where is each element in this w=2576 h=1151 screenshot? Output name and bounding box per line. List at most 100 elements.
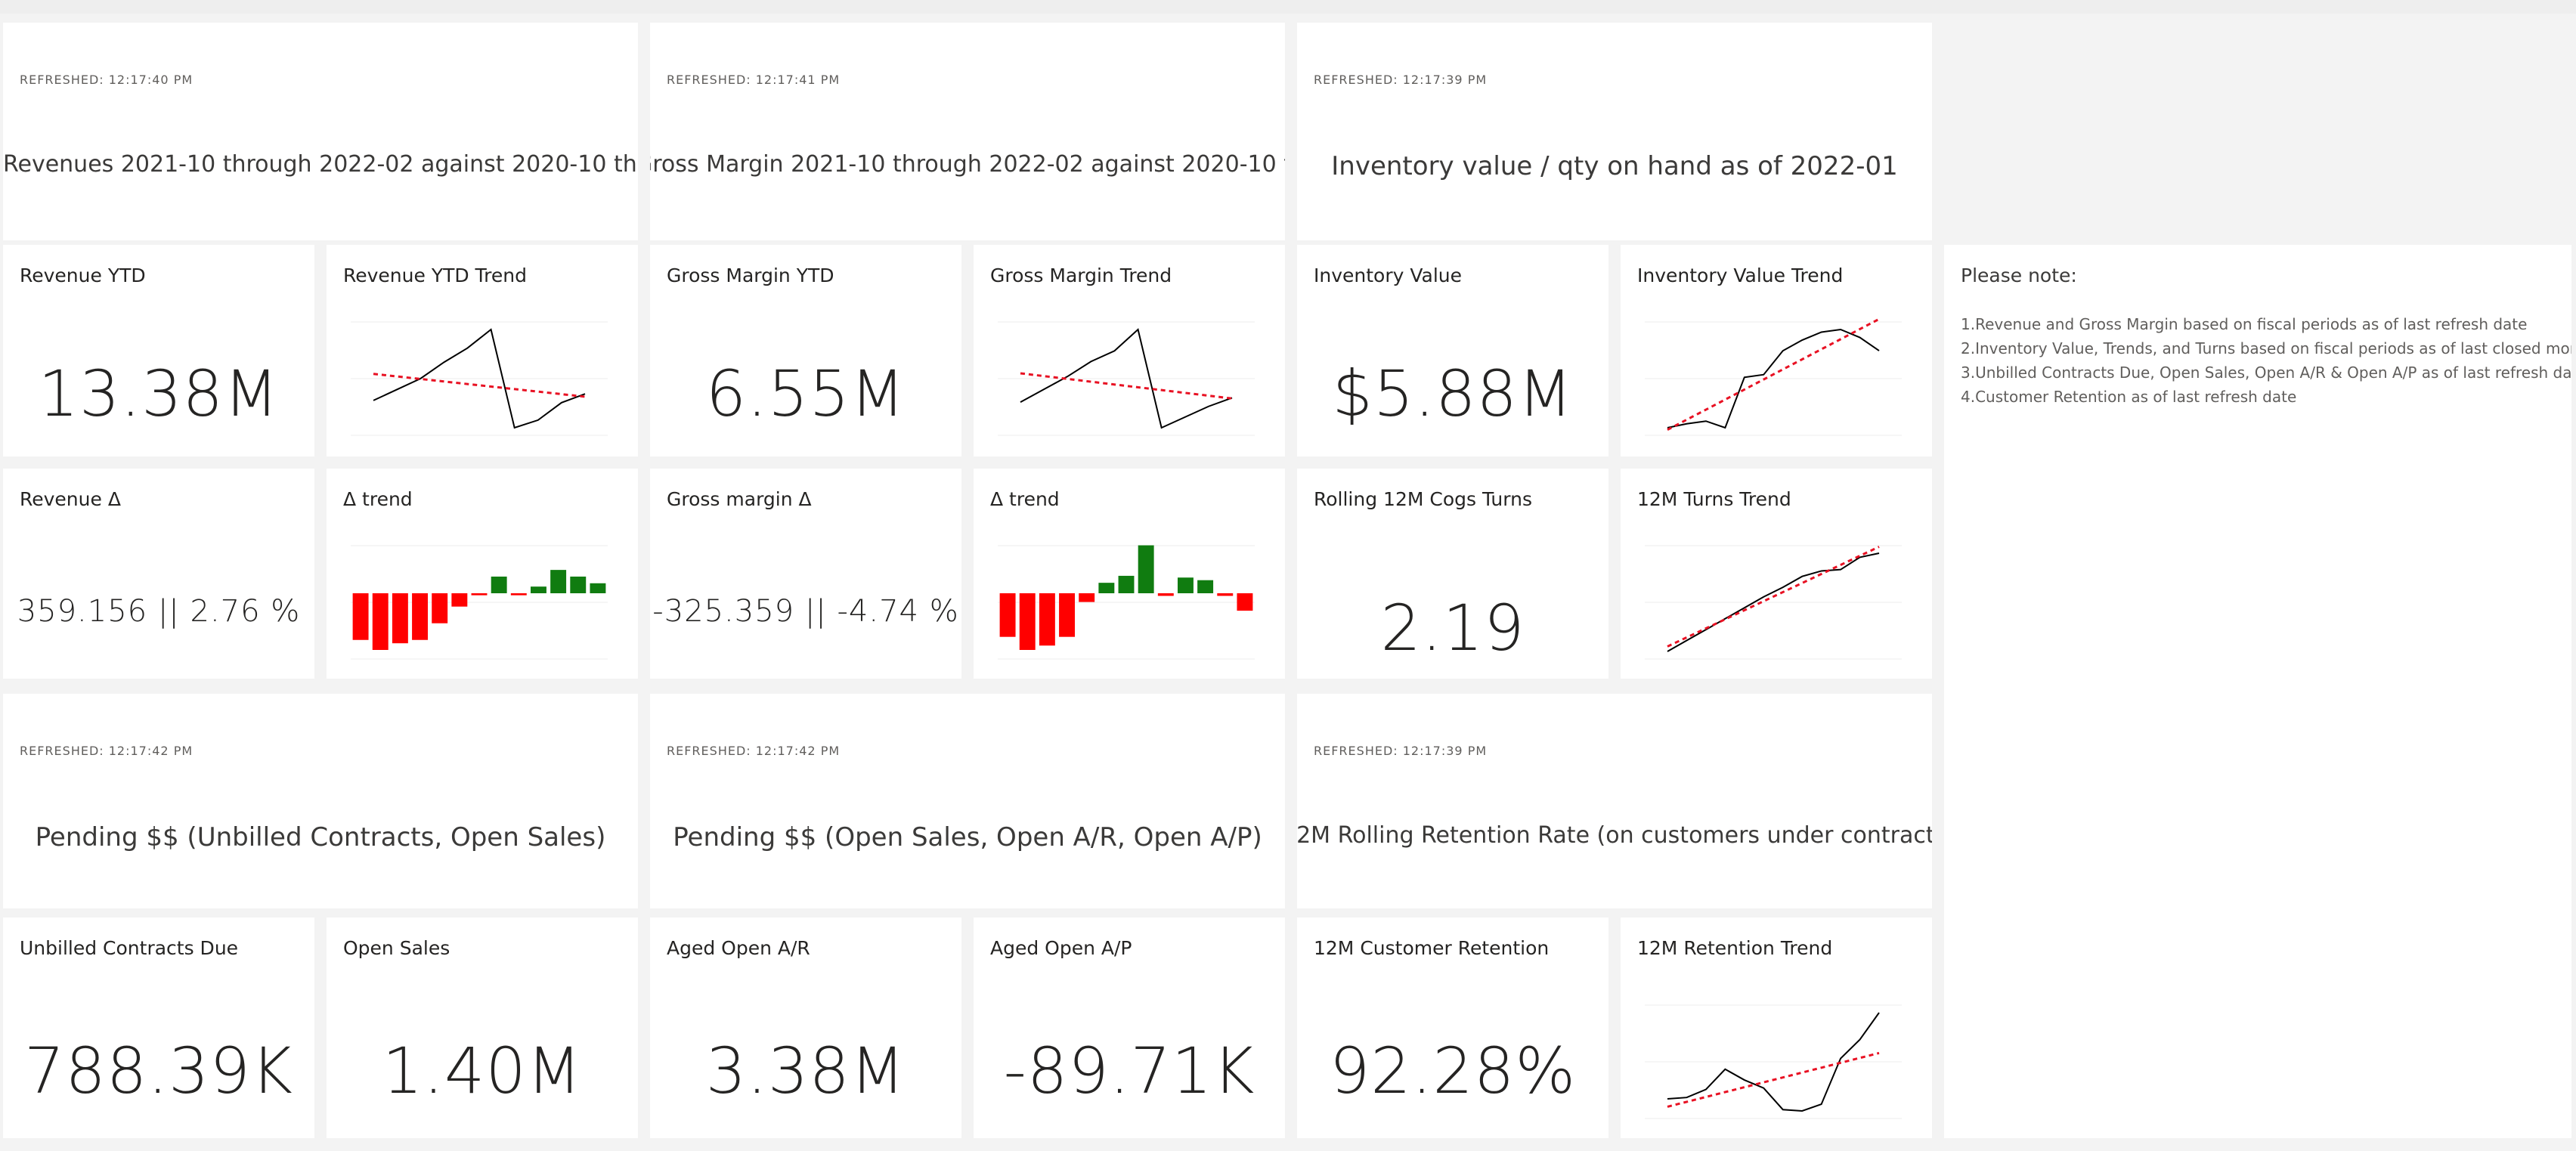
bar [999,593,1016,637]
header-title: Inventory value / qty on hand as of 2022… [1331,151,1898,181]
revenue-ytd-card[interactable]: Revenue YTD 13.38M [3,245,314,456]
pending-unbilled-header-tile[interactable]: REFRESHED: 12:17:42 PM Pending $$ (Unbil… [3,694,638,908]
refresh-timestamp: REFRESHED: 12:17:39 PM [1314,73,1488,87]
bar [590,583,606,593]
revenue-delta-trend-card[interactable]: Δ trend [327,469,638,679]
series-line [373,328,586,429]
kpi-value: 788.39K [23,1034,293,1108]
card-title: Revenue Δ [20,488,121,510]
gross-margin-delta-trend-card[interactable]: Δ trend [974,469,1285,679]
bar [1178,577,1194,593]
note-line: 4.Customer Retention as of last refresh … [1961,388,2297,406]
kpi-value: $5.88M [1332,357,1574,431]
kpi-value: 92.28% [1329,1034,1577,1108]
aged-open-ar-card[interactable]: Aged Open A/R 3.38M [650,917,961,1138]
card-title: 12M Customer Retention [1314,937,1550,959]
bar [1039,593,1055,646]
gross-margin-ytd-card[interactable]: Gross Margin YTD 6.55M [650,245,961,456]
retention-trend-chart [1645,1004,1902,1119]
revenue-delta-card[interactable]: Revenue Δ 359.156 || 2.76 % [3,469,314,679]
bar [1138,545,1154,593]
gross-margin-delta-trend-chart [998,545,1255,660]
unbilled-contracts-card[interactable]: Unbilled Contracts Due 788.39K [3,917,314,1138]
header-title: Gross Margin 2021-10 through 2022-02 aga… [650,151,1285,178]
card-title: Revenue YTD Trend [343,265,527,286]
trend-line [1020,372,1233,400]
bar [550,570,567,593]
header-title: Pending $$ (Open Sales, Open A/R, Open A… [673,822,1262,852]
note-line: 1.Revenue and Gross Margin based on fisc… [1961,315,2528,333]
card-title: Inventory Value Trend [1637,265,1844,286]
bar [451,593,468,607]
retention-trend-card[interactable]: 12M Retention Trend [1621,917,1932,1138]
bar [1019,593,1036,650]
card-title: Rolling 12M Cogs Turns [1314,488,1532,510]
bar [1197,580,1214,593]
refresh-timestamp: REFRESHED: 12:17:39 PM [1314,744,1488,758]
pending-open-header-tile[interactable]: REFRESHED: 12:17:42 PM Pending $$ (Open … [650,694,1285,908]
card-title: 12M Turns Trend [1637,488,1791,510]
card-title: Revenue YTD [20,265,146,286]
refresh-timestamp: REFRESHED: 12:17:40 PM [20,73,194,87]
inventory-value-trend-card[interactable]: Inventory Value Trend [1621,245,1932,456]
bar [510,593,527,596]
open-sales-card[interactable]: Open Sales 1.40M [327,917,638,1138]
series-line [1667,1012,1880,1112]
turns-trend-chart [1645,545,1902,660]
retention-header-tile[interactable]: REFRESHED: 12:17:39 PM 12M Rolling Reten… [1297,694,1932,908]
bar [1157,593,1174,596]
bar [1098,583,1115,593]
gross-margin-trend-chart [998,321,1255,436]
trend-line [1667,546,1880,648]
note-line: 2.Inventory Value, Trends, and Turns bas… [1961,339,2571,357]
trend-line [1667,317,1880,432]
refresh-timestamp: REFRESHED: 12:17:41 PM [667,73,841,87]
trend-line [373,373,586,398]
bar [352,593,369,640]
kpi-value: 359.156 || 2.76 % [17,594,301,629]
series-line [1667,328,1880,429]
bar [432,593,448,623]
revenue-delta-trend-chart [351,545,608,660]
card-title: Gross Margin Trend [990,265,1172,286]
gross-margin-header-tile[interactable]: REFRESHED: 12:17:41 PM Gross Margin 2021… [650,23,1285,240]
gross-margin-delta-card[interactable]: Gross margin Δ -325.359 || -4.74 % [650,469,961,679]
series-line [1667,552,1880,652]
cogs-turns-card[interactable]: Rolling 12M Cogs Turns 2.19 [1297,469,1608,679]
header-title: Pending $$ (Unbilled Contracts, Open Sal… [35,822,606,852]
inventory-header-tile[interactable]: REFRESHED: 12:17:39 PM Inventory value /… [1297,23,1932,240]
bar [570,576,587,593]
bar [1237,593,1253,611]
revenue-header-tile[interactable]: REFRESHED: 12:17:40 PM Revenues 2021-10 … [3,23,638,240]
refresh-timestamp: REFRESHED: 12:17:42 PM [20,744,194,758]
bar [392,593,408,644]
bar [531,586,546,593]
refresh-timestamp: REFRESHED: 12:17:42 PM [667,744,841,758]
bar [372,593,389,650]
aged-open-ap-card[interactable]: Aged Open A/P -89.71K [974,917,1285,1138]
kpi-value: 1.40M [382,1034,583,1108]
bar [491,576,507,593]
bar [1079,593,1095,602]
inventory-value-card[interactable]: Inventory Value $5.88M [1297,245,1608,456]
kpi-value: 2.19 [1380,591,1525,665]
turns-trend-card[interactable]: 12M Turns Trend [1621,469,1932,679]
customer-retention-card[interactable]: 12M Customer Retention 92.28% [1297,917,1608,1138]
card-title: Aged Open A/P [990,937,1132,959]
bar [412,593,428,640]
card-title: Δ trend [990,488,1060,510]
card-title: Gross margin Δ [667,488,812,510]
card-title: Gross Margin YTD [667,265,834,286]
revenue-ytd-trend-chart [351,321,608,436]
card-title: 12M Retention Trend [1637,937,1833,959]
gross-margin-trend-card[interactable]: Gross Margin Trend [974,245,1285,456]
revenue-ytd-trend-card[interactable]: Revenue YTD Trend [327,245,638,456]
series-line [1020,328,1233,429]
trend-line [1667,1051,1880,1108]
inventory-value-trend-chart [1645,317,1902,436]
card-title: Open Sales [343,937,450,959]
header-title: 12M Rolling Retention Rate (on customers… [1297,822,1932,849]
kpi-value: -325.359 || -4.74 % [652,594,959,629]
card-title: Aged Open A/R [667,937,810,959]
bar [1059,593,1075,637]
